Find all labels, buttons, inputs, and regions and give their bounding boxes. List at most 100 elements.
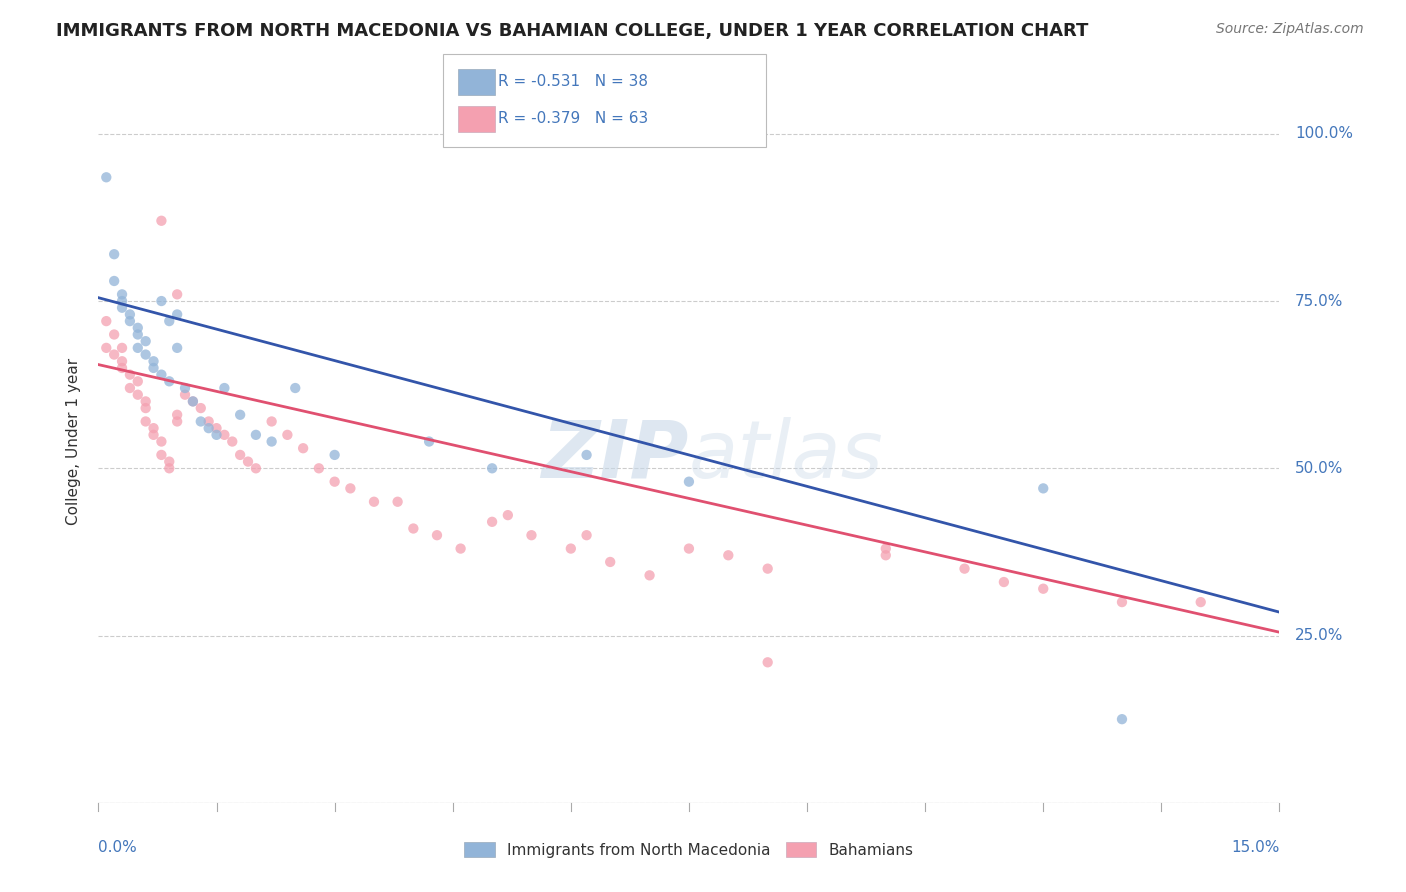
Point xyxy=(150,214,173,228)
Text: College, Under 1 year: College, Under 1 year xyxy=(66,358,80,525)
Point xyxy=(111,287,134,301)
Point xyxy=(229,448,252,462)
Text: IMMIGRANTS FROM NORTH MACEDONIA VS BAHAMIAN COLLEGE, UNDER 1 YEAR CORRELATION CH: IMMIGRANTS FROM NORTH MACEDONIA VS BAHAM… xyxy=(56,22,1088,40)
Point xyxy=(260,414,283,429)
Point xyxy=(118,381,141,395)
Point xyxy=(111,361,134,376)
Text: 50.0%: 50.0% xyxy=(1295,461,1344,475)
Point xyxy=(481,515,503,529)
Point xyxy=(638,568,661,582)
Text: R = -0.379   N = 63: R = -0.379 N = 63 xyxy=(498,112,648,127)
Point xyxy=(599,555,621,569)
Point xyxy=(221,434,243,449)
Point xyxy=(993,575,1015,590)
Point xyxy=(103,274,125,288)
Point xyxy=(214,381,236,395)
Point xyxy=(717,548,740,563)
Point xyxy=(450,541,472,556)
Point xyxy=(387,494,409,508)
Point xyxy=(111,341,134,355)
Point xyxy=(875,541,897,556)
Point xyxy=(953,562,976,576)
Point xyxy=(363,494,385,508)
Text: ZIP: ZIP xyxy=(541,417,689,495)
Point xyxy=(111,294,134,309)
Point xyxy=(142,354,165,368)
Point xyxy=(103,348,125,362)
Point xyxy=(135,414,157,429)
Point xyxy=(560,541,582,556)
Point xyxy=(245,427,267,442)
Point xyxy=(135,334,157,349)
Point xyxy=(205,427,228,442)
Point xyxy=(142,427,165,442)
Point xyxy=(166,307,188,322)
Point xyxy=(1189,595,1212,609)
Point xyxy=(127,321,149,335)
Point xyxy=(229,408,252,422)
Point xyxy=(118,307,141,322)
Point xyxy=(142,361,165,376)
Point xyxy=(276,427,298,442)
Point xyxy=(103,247,125,261)
Point xyxy=(520,528,543,542)
Point xyxy=(214,427,236,442)
Text: R = -0.531   N = 38: R = -0.531 N = 38 xyxy=(498,74,648,89)
Point xyxy=(678,475,700,489)
Point xyxy=(575,448,598,462)
Point xyxy=(756,655,779,669)
Point xyxy=(284,381,307,395)
Point xyxy=(260,434,283,449)
Point xyxy=(96,314,118,328)
Point xyxy=(1111,595,1133,609)
Point xyxy=(426,528,449,542)
Point xyxy=(181,394,204,409)
Text: 75.0%: 75.0% xyxy=(1295,293,1344,309)
Point xyxy=(323,475,346,489)
Point xyxy=(190,401,212,416)
Point xyxy=(174,381,197,395)
Point xyxy=(308,461,330,475)
Point xyxy=(135,401,157,416)
Point xyxy=(166,341,188,355)
Point xyxy=(127,327,149,342)
Point xyxy=(174,387,197,401)
Point xyxy=(135,348,157,362)
Point xyxy=(127,387,149,401)
Point xyxy=(1032,582,1054,596)
Point xyxy=(197,414,219,429)
Point xyxy=(127,341,149,355)
Point xyxy=(157,461,180,475)
Point xyxy=(575,528,598,542)
Point xyxy=(96,170,118,185)
Point xyxy=(496,508,519,523)
Point xyxy=(339,482,361,496)
Text: 15.0%: 15.0% xyxy=(1232,839,1279,855)
Point xyxy=(103,327,125,342)
Point xyxy=(150,448,173,462)
Point xyxy=(236,455,259,469)
Point xyxy=(678,541,700,556)
Point xyxy=(190,414,212,429)
Point xyxy=(323,448,346,462)
Point xyxy=(118,314,141,328)
Point xyxy=(181,394,204,409)
Point xyxy=(157,455,180,469)
Text: 0.0%: 0.0% xyxy=(98,839,138,855)
Point xyxy=(756,562,779,576)
Point xyxy=(1032,482,1054,496)
Text: 25.0%: 25.0% xyxy=(1295,628,1344,643)
Point xyxy=(135,394,157,409)
Legend: Immigrants from North Macedonia, Bahamians: Immigrants from North Macedonia, Bahamia… xyxy=(458,836,920,863)
Point xyxy=(197,421,219,435)
Point xyxy=(245,461,267,475)
Text: 100.0%: 100.0% xyxy=(1295,127,1353,141)
Point xyxy=(150,294,173,309)
Point xyxy=(1111,712,1133,726)
Point xyxy=(127,375,149,389)
Point xyxy=(150,434,173,449)
Point xyxy=(875,548,897,563)
Point xyxy=(418,434,440,449)
Point xyxy=(292,442,315,455)
Point xyxy=(150,368,173,382)
